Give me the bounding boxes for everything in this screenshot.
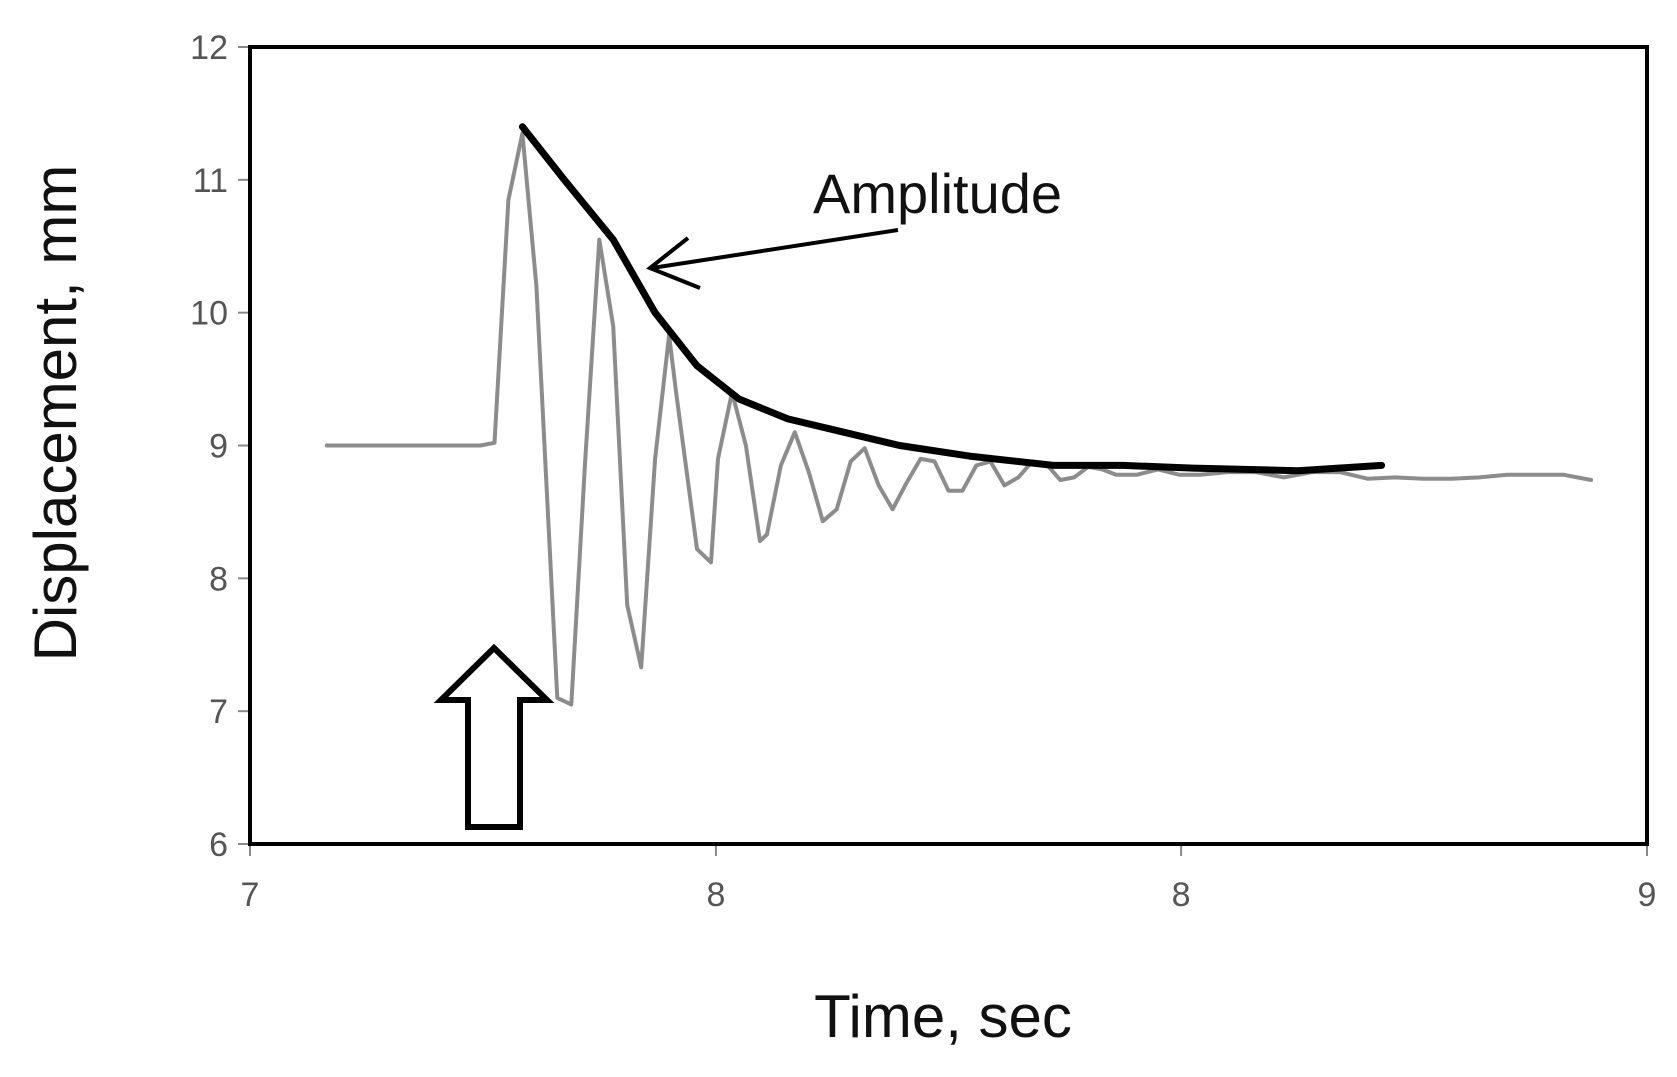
x-tick-label: 8 [706,876,725,914]
plot-frame [248,45,1649,846]
y-tick-label: 11 [193,162,228,200]
x-axis-title: Time, sec [814,983,1072,1050]
x-tick-label: 7 [241,876,260,914]
y-tick-label: 8 [209,560,228,598]
y-tick-label: 6 [209,826,228,864]
amplitude-annotation-label: Amplitude [813,162,1062,225]
y-tick-label: 10 [190,295,228,333]
y-axis-title: Displacement, mm [22,165,89,662]
series-layer [324,123,1594,707]
displacement-line [324,131,1594,707]
impulse-arrow-icon [433,643,555,830]
x-tick-label: 8 [1172,876,1191,914]
amplitude-annotation-arrowhead [646,236,701,290]
y-tick-label: 9 [209,428,228,466]
x-tick-label: 9 [1638,876,1657,914]
y-tick-label: 12 [190,29,228,67]
amplitude-annotation-arrow-line [651,228,899,270]
y-tick-label: 7 [209,693,228,731]
amplitude-envelope-line [518,123,1386,475]
